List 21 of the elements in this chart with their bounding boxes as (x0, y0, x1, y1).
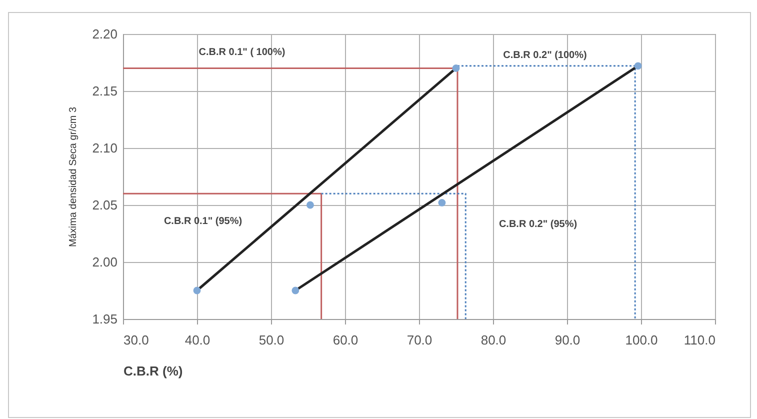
y-tick-label: 2.15 (92, 84, 118, 98)
x-axis-title: C.B.R (%) (124, 364, 183, 378)
x-tick-label: 80.0 (480, 332, 506, 348)
x-tick-label: 110.0 (684, 332, 716, 348)
y-tick-label: 2.00 (92, 254, 118, 270)
annotation: C.B.R 0.2" (95%) (498, 219, 578, 230)
y-tick-label: 2.20 (92, 26, 118, 42)
annotation: C.B.R 0.2" (100%) (503, 50, 587, 61)
y-tick-label: 2.10 (92, 140, 118, 156)
x-tick-label: 90.0 (554, 332, 580, 348)
x-tick-label: 60.0 (332, 332, 358, 348)
annotation: C.B.R 0.1" (95%) (164, 216, 242, 227)
x-tick-label: 30.0 (124, 332, 149, 348)
x-tick-label: 40.0 (184, 332, 210, 348)
x-tick-label: 100.0 (625, 332, 658, 348)
x-tick-label: 50.0 (258, 332, 284, 348)
annotation: C.B.R 0.1" ( 100%) (198, 47, 286, 58)
x-tick-label: 70.0 (406, 332, 432, 348)
y-tick-label: 2.05 (92, 198, 118, 212)
y-tick-label: 1.95 (92, 312, 118, 326)
y-axis-title: Máxima densidad Seca gr/cm 3 (68, 106, 80, 248)
